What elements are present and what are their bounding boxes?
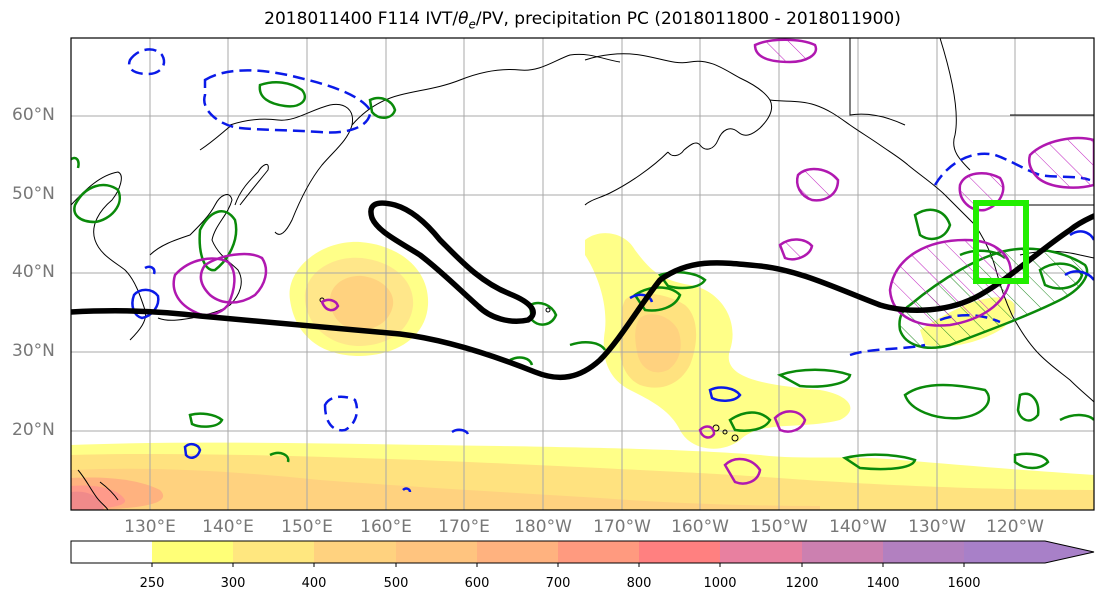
map-frame (70, 37, 1095, 511)
colorbar-bin-300 (233, 541, 314, 563)
colorbar-outline (70, 540, 1095, 564)
lon-label-160w: 160°W (671, 517, 729, 537)
lon-label-120w: 120°W (986, 517, 1044, 537)
lon-label-150e: 150°E (281, 517, 333, 537)
colorbar-label-250: 250 (139, 576, 165, 591)
colorbar-label-700: 700 (545, 576, 571, 591)
colorbar-label-500: 500 (383, 576, 409, 591)
colorbar-bin-250 (152, 541, 233, 563)
colorbar-bin-1600 (964, 541, 1094, 563)
lat-label-60n: 60°N (12, 105, 55, 125)
title-suffix: /PV, precipitation PC (2018011800 - 2018… (475, 9, 901, 29)
colorbar-ticks (151, 563, 965, 567)
lat-label-30n: 30°N (12, 341, 55, 361)
colorbar-label-800: 800 (626, 576, 652, 591)
colorbar-label-1600: 1600 (947, 576, 981, 591)
lon-label-170e: 170°E (438, 517, 490, 537)
colorbar-label-300: 300 (220, 576, 246, 591)
lon-label-130e: 130°E (124, 517, 176, 537)
colorbar-label-400: 400 (301, 576, 327, 591)
lat-label-50n: 50°N (12, 184, 55, 204)
target-region-box (973, 200, 1029, 284)
lon-label-130w: 130°W (908, 517, 966, 537)
lon-label-170w: 170°W (593, 517, 651, 537)
colorbar-bin-800 (639, 541, 720, 563)
map-area (71, 38, 1094, 510)
colorbar-bin-1200 (802, 541, 883, 563)
ivt-shading (71, 233, 1094, 510)
colorbar-label-600: 600 (464, 576, 490, 591)
lon-label-160e: 160°E (360, 517, 412, 537)
lat-label-20n: 20°N (12, 420, 55, 440)
colorbar-bin-below (71, 541, 152, 563)
colorbar-bin-600 (477, 541, 558, 563)
jet-stream-line (71, 213, 1094, 381)
title-prefix: 2018011400 F114 IVT/ (264, 9, 459, 29)
lon-label-140w: 140°W (829, 517, 887, 537)
title-sub: e (468, 17, 476, 32)
colorbar-bin-1000 (720, 541, 802, 563)
colorbar-label-1200: 1200 (785, 576, 819, 591)
colorbar-bin-700 (558, 541, 639, 563)
colorbar (70, 540, 1095, 567)
colorbar-bin-400 (314, 541, 396, 563)
lat-label-40n: 40°N (12, 262, 55, 282)
jet-loop-line (368, 200, 536, 324)
lon-label-140e: 140°E (202, 517, 254, 537)
colorbar-label-1400: 1400 (866, 576, 900, 591)
magenta-contours (172, 38, 1094, 485)
lon-label-150w: 150°W (750, 517, 808, 537)
colorbar-bin-1400 (883, 541, 964, 563)
lon-label-180w: 180°W (514, 517, 572, 537)
map-title: 2018011400 F114 IVT/θe/PV, precipitation… (0, 9, 1105, 31)
colorbar-bin-500 (396, 541, 477, 563)
title-theta: θ (458, 9, 469, 29)
colorbar-label-1000: 1000 (703, 576, 737, 591)
